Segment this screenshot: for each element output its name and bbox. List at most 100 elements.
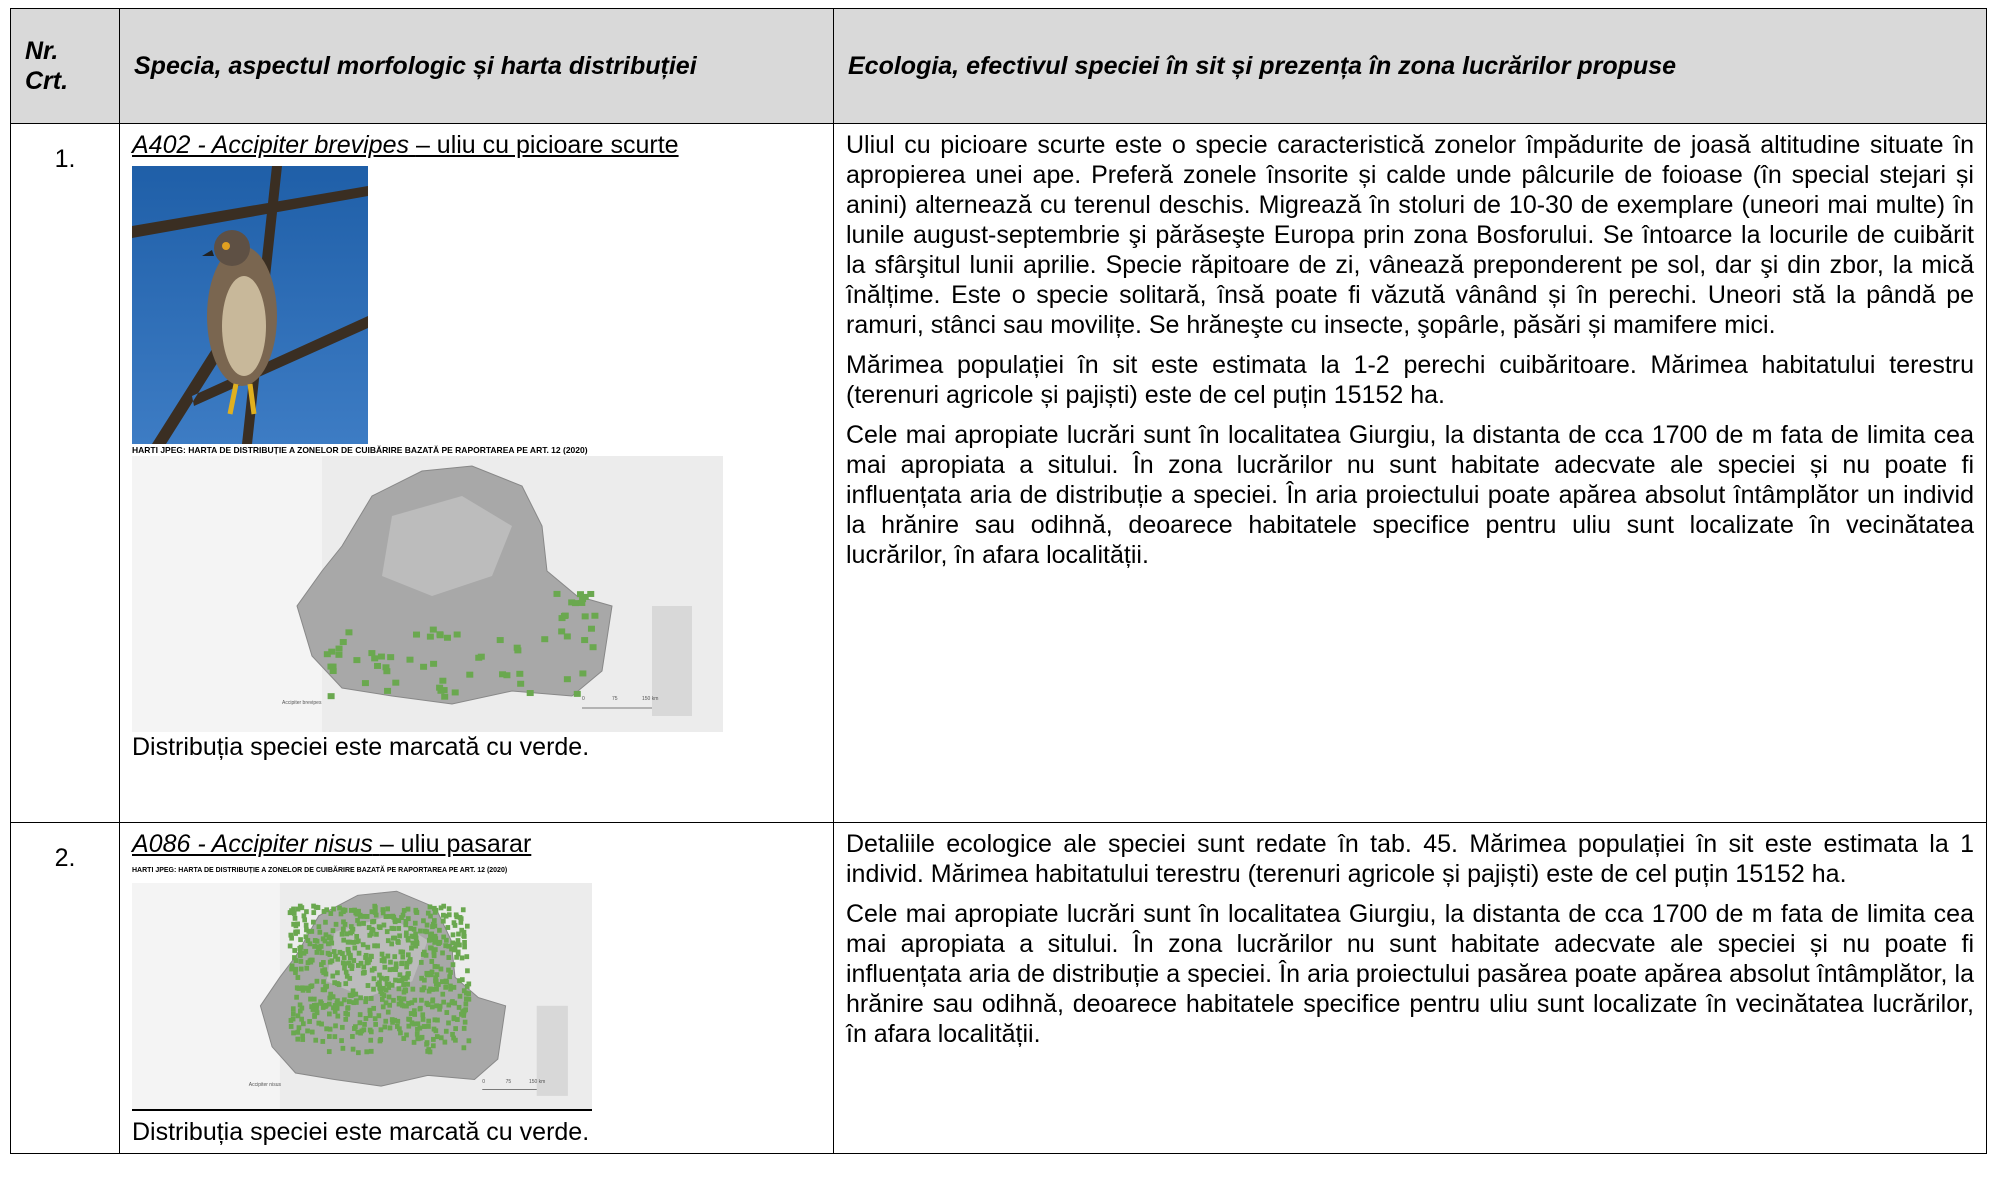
distribution-cell bbox=[430, 924, 435, 930]
distribution-cell bbox=[426, 1023, 431, 1029]
distribution-cell bbox=[335, 970, 340, 976]
distribution-cell bbox=[378, 1037, 384, 1042]
distribution-cell bbox=[387, 967, 393, 973]
distribution-cell bbox=[296, 1025, 302, 1031]
distribution-cell bbox=[389, 941, 395, 947]
distribution-cell bbox=[435, 964, 440, 970]
distribution-cell bbox=[325, 950, 331, 956]
distribution-cell bbox=[334, 1000, 340, 1006]
distribution-cell bbox=[434, 972, 440, 978]
distribution-cell bbox=[377, 980, 382, 986]
distribution-cell bbox=[455, 1017, 460, 1022]
distribution-cell bbox=[400, 949, 406, 955]
distribution-cell bbox=[431, 952, 437, 958]
distribution-cell bbox=[408, 1011, 414, 1016]
distribution-cell bbox=[289, 963, 295, 969]
distribution-cell bbox=[348, 907, 354, 913]
distribution-cell bbox=[406, 656, 414, 663]
distribution-cell bbox=[392, 1017, 398, 1023]
distribution-cell bbox=[591, 612, 599, 619]
paragraph: Mărimea populației în sit este estimata … bbox=[846, 351, 1974, 409]
distribution-cell bbox=[328, 648, 336, 655]
distribution-cell bbox=[329, 958, 335, 964]
distribution-cell bbox=[355, 917, 360, 923]
distribution-cell bbox=[312, 943, 317, 949]
distribution-cell bbox=[461, 1025, 467, 1031]
distribution-cell bbox=[405, 974, 410, 980]
map-label: 0 bbox=[582, 696, 585, 702]
distribution-cell bbox=[435, 1017, 440, 1023]
distribution-cell bbox=[383, 668, 391, 675]
distribution-cell bbox=[440, 918, 446, 924]
distribution-cell bbox=[297, 949, 303, 955]
distribution-cell bbox=[338, 911, 344, 917]
distribution-cell bbox=[353, 998, 359, 1004]
ecology-cell: Detaliile ecologice ale speciei sunt red… bbox=[833, 822, 1987, 1154]
distribution-cell bbox=[437, 939, 443, 945]
distribution-cell bbox=[345, 939, 351, 945]
distribution-cell bbox=[428, 913, 433, 919]
distribution-cell bbox=[381, 993, 387, 999]
distribution-cell bbox=[466, 671, 474, 678]
distribution-cell bbox=[405, 937, 411, 943]
distribution-cell bbox=[401, 908, 407, 913]
distribution-cell bbox=[290, 1011, 296, 1017]
species-code: A402 - Accipiter brevipes bbox=[132, 131, 409, 159]
distribution-cell bbox=[298, 966, 304, 972]
distribution-cell bbox=[581, 637, 589, 644]
distribution-cell bbox=[419, 997, 424, 1003]
bird-photo bbox=[132, 166, 368, 444]
distribution-cell bbox=[341, 955, 347, 961]
distribution-cell bbox=[340, 1045, 346, 1051]
distribution-cell bbox=[432, 1017, 438, 1023]
distribution-cell bbox=[457, 915, 463, 920]
distribution-cell bbox=[335, 981, 340, 986]
distribution-cell bbox=[410, 986, 416, 992]
distribution-cell bbox=[295, 1013, 301, 1019]
distribution-cell bbox=[368, 1048, 374, 1054]
distribution-cell bbox=[388, 959, 393, 965]
distribution-cell bbox=[363, 955, 368, 960]
distribution-cell bbox=[321, 979, 326, 985]
distribution-map: Accipiter nisus 0 75 150 km bbox=[132, 883, 592, 1111]
distribution-cell bbox=[460, 907, 466, 913]
distribution-cell bbox=[541, 636, 549, 643]
distribution-cell bbox=[462, 1019, 468, 1025]
distribution-cell bbox=[340, 960, 346, 966]
distribution-cell bbox=[327, 1011, 332, 1017]
distribution-cell bbox=[395, 1018, 401, 1024]
distribution-cell bbox=[328, 911, 334, 916]
distribution-cell bbox=[302, 917, 308, 923]
distribution-cell bbox=[369, 931, 374, 937]
distribution-cell bbox=[420, 1016, 426, 1022]
distribution-cell bbox=[293, 930, 298, 936]
row: 1. A402 - Accipiter brevipes – uliu cu p… bbox=[10, 123, 1987, 823]
distribution-cell bbox=[453, 1026, 458, 1032]
distribution-cell bbox=[335, 1013, 341, 1019]
distribution-cell bbox=[440, 991, 446, 997]
distribution-cell bbox=[339, 1001, 344, 1007]
distribution-cell bbox=[453, 631, 461, 638]
distribution-cell bbox=[414, 1031, 420, 1037]
distribution-cell bbox=[291, 921, 296, 927]
distribution-cell bbox=[459, 955, 465, 961]
distribution-cell bbox=[453, 941, 459, 947]
distribution-cell bbox=[499, 671, 507, 678]
distribution-cell bbox=[403, 987, 409, 993]
distribution-cell bbox=[464, 983, 470, 989]
distribution-cell bbox=[477, 653, 485, 660]
species-title: A402 - Accipiter brevipes – uliu cu pici… bbox=[132, 130, 821, 160]
distribution-cell bbox=[330, 928, 336, 934]
distribution-cell bbox=[432, 909, 438, 915]
distribution-cell bbox=[465, 968, 470, 974]
distribution-cell bbox=[587, 590, 595, 597]
distribution-cell bbox=[434, 986, 439, 992]
distribution-cell bbox=[445, 925, 451, 930]
distribution-cell bbox=[441, 903, 447, 909]
distribution-cell bbox=[365, 983, 371, 988]
distribution-cell bbox=[427, 904, 433, 910]
distribution-cell bbox=[327, 995, 333, 1001]
distribution-cell bbox=[341, 937, 347, 943]
distribution-cell bbox=[295, 906, 301, 912]
distribution-cell bbox=[303, 922, 309, 928]
